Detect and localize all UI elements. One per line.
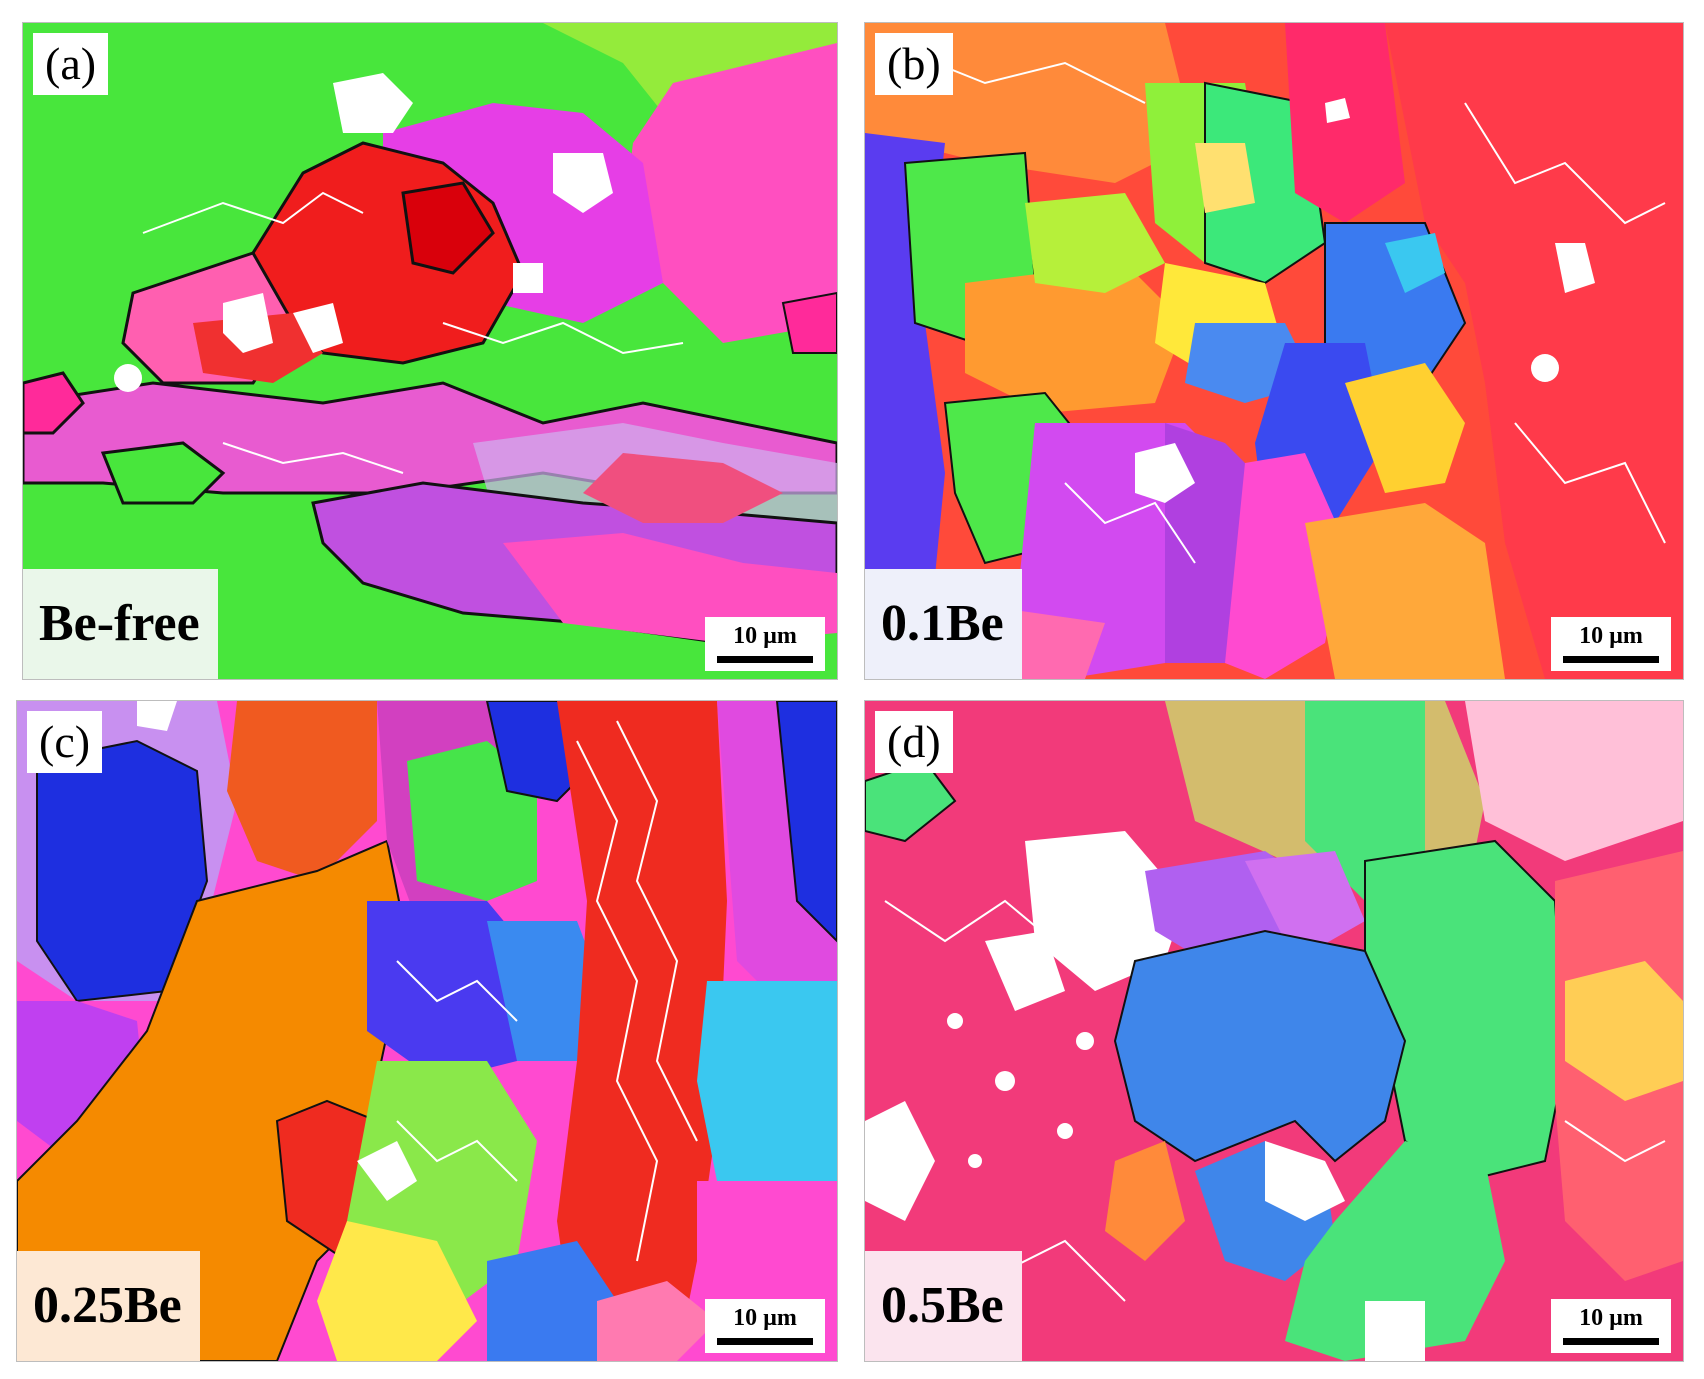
panel-letter: (a) [33,33,109,95]
condition-label: 0.1Be [865,569,1022,679]
scale-bar: 10 µm [1551,1299,1671,1353]
scale-bar-line [1563,656,1659,663]
condition-label: 0.25Be [17,1251,200,1361]
panel-a: (a) Be-free 10 µm [22,22,838,680]
scale-bar-line [717,1338,813,1345]
scale-bar-label: 10 µm [733,1305,797,1331]
scale-bar: 10 µm [705,1299,825,1353]
panel-c: (c) 0.25Be 10 µm [16,700,838,1362]
panel-letter: (b) [875,33,953,95]
panel-letter: (d) [875,711,953,773]
condition-label: Be-free [23,569,218,679]
panel-letter: (c) [27,711,103,773]
scale-bar-label: 10 µm [1579,1305,1643,1331]
condition-label: 0.5Be [865,1251,1022,1361]
scale-bar-label: 10 µm [1579,623,1643,649]
ebsd-map-be-free [23,23,837,679]
panel-b: (b) 0.1Be 10 µm [864,22,1684,680]
scale-bar-label: 10 µm [733,623,797,649]
scale-bar: 10 µm [1551,617,1671,671]
panel-d: (d) 0.5Be 10 µm [864,700,1684,1362]
scale-bar: 10 µm [705,617,825,671]
scale-bar-line [717,656,813,663]
scale-bar-line [1563,1338,1659,1345]
